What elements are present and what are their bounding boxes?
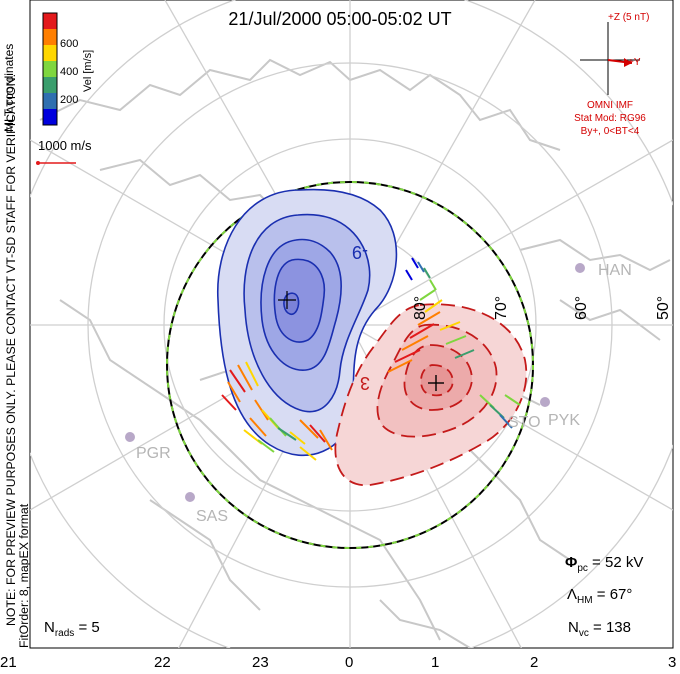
- mlt-tick-0: 0: [345, 654, 354, 671]
- imf-source: OMNI IMF: [586, 100, 634, 111]
- latitude-label-70: 70°: [493, 295, 510, 320]
- colorbar-label: Vel [m/s]: [82, 49, 94, 92]
- stat-nvc: Nvc = 138: [568, 619, 631, 639]
- imf-stat-mod: Stat Mod: RG96: [574, 113, 646, 124]
- imf-y-label: +Y: [628, 57, 641, 68]
- mlt-tick-22: 22: [154, 654, 171, 671]
- latitude-label-80: 80°: [412, 295, 429, 320]
- radar-marker-han: [575, 263, 585, 273]
- latitude-label-50: 50°: [655, 295, 672, 320]
- preview-note: NOTE: FOR PREVIEW PURPOSES ONLY. PLEASE …: [4, 73, 18, 626]
- mlt-tick-2: 2: [530, 654, 539, 671]
- mlt-tick-3: 3: [668, 654, 677, 671]
- radar-label-pyk: PYK: [548, 412, 581, 429]
- radar-label-han: HAN: [598, 262, 632, 279]
- radar-label-pgr: PGR: [136, 445, 171, 462]
- colorbar-segment: [43, 61, 57, 78]
- velocity-vectors: [221, 257, 521, 461]
- stat-phi-pc: Φpc = 52 kV: [565, 554, 644, 574]
- vector-scale-label: 1000 m/s: [38, 138, 92, 153]
- radar-marker-pgr: [125, 432, 135, 442]
- imf-condition: By+, 0<BT<4: [580, 126, 640, 137]
- velocity-colorbar: [42, 12, 58, 126]
- contour-label-positive: 3: [360, 373, 371, 393]
- latitude-label-60: 60°: [573, 295, 590, 320]
- colorbar-segment: [43, 93, 57, 110]
- colorbar-segment: [43, 29, 57, 46]
- stat-nrads: Nrads = 5: [44, 619, 100, 639]
- colorbar-outline: [42, 12, 58, 126]
- colorbar-segment: [43, 45, 57, 62]
- positive-potential-cell: [334, 303, 528, 486]
- map-title: 21/Jul/2000 05:00-05:02 UT: [228, 9, 452, 29]
- radar-marker-pyk: [540, 397, 550, 407]
- fit-info: FitOrder: 8, mapEX format: [17, 503, 31, 648]
- radar-label-sto: STO: [508, 414, 541, 431]
- mlt-tick-1: 1: [431, 654, 440, 671]
- radar-label-sas: SAS: [196, 508, 229, 525]
- colorbar-segment: [43, 77, 57, 94]
- imf-z-label: +Z (5 nT): [608, 12, 650, 23]
- stat-lambda-hm: ΛHM = 67°: [567, 586, 633, 606]
- imf-clock: [580, 22, 640, 95]
- contour-label-negative: -9: [352, 242, 369, 262]
- colorbar-tick-600: 600: [60, 38, 79, 50]
- hm-boundary-vectors: [166, 181, 534, 549]
- colorbar-segment: [43, 13, 57, 30]
- mlt-tick-21: 21: [0, 654, 17, 671]
- colorbar-segment: [43, 109, 57, 126]
- colorbar-tick-200: 200: [60, 94, 79, 106]
- radar-marker-sas: [185, 492, 195, 502]
- mlt-tick-23: 23: [252, 654, 269, 671]
- radar-sites: [125, 263, 585, 502]
- colorbar-tick-400: 400: [60, 66, 79, 78]
